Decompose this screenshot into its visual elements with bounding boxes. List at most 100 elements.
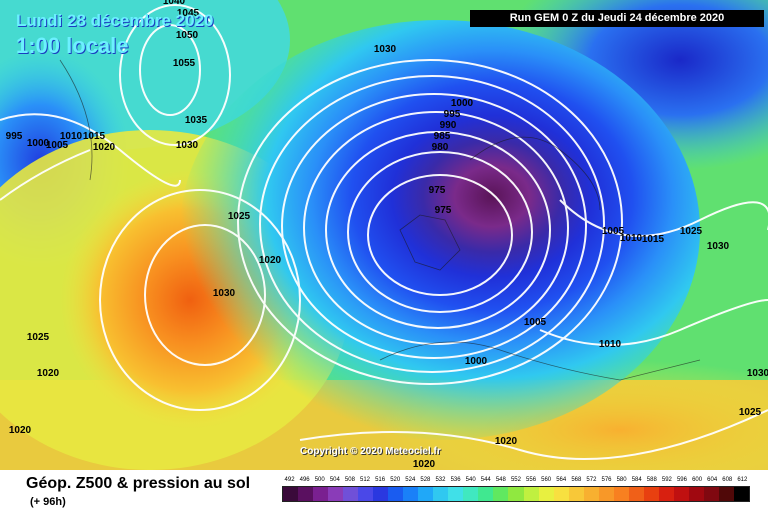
scale-label: 492: [284, 477, 295, 483]
scale-label: 556: [526, 477, 537, 483]
scale-label: 588: [646, 477, 657, 483]
scale-swatch: [613, 487, 629, 501]
scale-swatch: [553, 487, 569, 501]
scale-label: 596: [676, 477, 687, 483]
scale-swatch: [388, 487, 404, 501]
scale-label: 612: [737, 477, 748, 483]
scale-label: 584: [631, 477, 642, 483]
scale-label: 516: [375, 477, 386, 483]
scale-label: 572: [586, 477, 597, 483]
isobar-label: 995: [444, 109, 461, 120]
scale-labels: 492 496 500 504 508 512 516 520 524 528 532 536 540 5…: [282, 474, 750, 486]
scale-label: 600: [692, 477, 703, 483]
isobar-label: 975: [435, 205, 452, 216]
isobar-label: 1020: [259, 255, 282, 266]
isobar-label: 1030: [213, 288, 236, 299]
isobar-label: 1000: [465, 356, 488, 367]
isobar-label: 975: [429, 185, 446, 196]
scale-swatch: [478, 487, 494, 501]
scale-label: 512: [360, 477, 371, 483]
scale-label: 508: [344, 477, 355, 483]
scale-label: 540: [465, 477, 476, 483]
isobar-label: 1000: [451, 98, 474, 109]
scale-swatch: [493, 487, 509, 501]
scale-swatch: [418, 487, 434, 501]
isobar-label: 1050: [176, 30, 199, 41]
scale-swatch: [538, 487, 554, 501]
isobar-label: 1010: [60, 131, 83, 142]
lead-time: (+ 96h): [30, 496, 66, 508]
isobar-label: 1020: [9, 425, 32, 436]
scale-swatch: [658, 487, 674, 501]
isobar-label: 1015: [642, 234, 665, 245]
isobar-label: 985: [434, 131, 451, 142]
scale-label: 544: [480, 477, 491, 483]
isobar-labels: 1040104510501055103510301030995100010051…: [6, 0, 768, 470]
scale-label: 568: [571, 477, 582, 483]
scale-label: 500: [314, 477, 325, 483]
isobar-label: 1055: [173, 58, 196, 69]
scale-label: 504: [329, 477, 340, 483]
scale-swatch: [283, 487, 299, 501]
isobar-label: 995: [6, 131, 23, 142]
weather-map: 1040 1045 1050 1055 1035 1030 1030 995 1000 1005 1…: [0, 0, 768, 470]
isobar-label: 1005: [524, 317, 547, 328]
isobar-label: 1020: [93, 142, 116, 153]
scale-label: 532: [435, 477, 446, 483]
isobar-label: 1025: [680, 226, 703, 237]
scale-label: 552: [510, 477, 521, 483]
isobar-label: 990: [440, 120, 457, 131]
scale-swatch: [358, 487, 374, 501]
scale-swatch: [298, 487, 314, 501]
isobar-label: 1030: [747, 368, 768, 379]
isobar-label: 1035: [185, 115, 208, 126]
scale-swatch: [523, 487, 539, 501]
scale-label: 496: [299, 477, 310, 483]
scale-swatch: [598, 487, 614, 501]
isobar-label: 1030: [707, 241, 730, 252]
isobar-label: 1030: [176, 140, 199, 151]
scale-swatch: [673, 487, 689, 501]
scale-swatch: [688, 487, 704, 501]
scale-swatch: [448, 487, 464, 501]
scale-label: 536: [450, 477, 461, 483]
scale-swatch: [568, 487, 584, 501]
map-title: Géop. Z500 & pression au sol: [26, 475, 251, 492]
scale-swatch: [463, 487, 479, 501]
isobar-label: 1025: [739, 407, 762, 418]
scale-label: 548: [495, 477, 506, 483]
scale-label: 520: [390, 477, 401, 483]
isobar-label: 1005: [602, 226, 625, 237]
scale-swatch: [508, 487, 524, 501]
isobar-label: 1020: [37, 368, 60, 379]
scale-label: 608: [722, 477, 733, 483]
scale-swatch: [583, 487, 599, 501]
run-info: Run GEM 0 Z du Jeudi 24 décembre 2020: [470, 10, 764, 27]
scale-swatch: [373, 487, 389, 501]
isobar-label: 1045: [177, 8, 200, 19]
valid-date: Lundi 28 décembre 2020: [16, 11, 214, 30]
valid-time: 1:00 locale: [16, 33, 129, 58]
scale-swatch: [403, 487, 419, 501]
scale-swatch: [733, 487, 749, 501]
scale-swatch: [343, 487, 359, 501]
isobar-label: 1015: [83, 131, 106, 142]
scale-swatch: [313, 487, 329, 501]
scale-label: 592: [661, 477, 672, 483]
isobar-label: 1020: [413, 459, 436, 470]
isobar-label: 1005: [46, 140, 69, 151]
scale-label: 528: [420, 477, 431, 483]
scale-label: 560: [541, 477, 552, 483]
scale-swatch: [328, 487, 344, 501]
scale-swatch: [628, 487, 644, 501]
scale-label: 564: [556, 477, 567, 483]
isobar-label: 1025: [27, 332, 50, 343]
scale-label: 604: [707, 477, 718, 483]
scale-swatches: [282, 486, 750, 502]
isobar-label: 1030: [374, 44, 397, 55]
scale-swatch: [703, 487, 719, 501]
isobar-label: 980: [432, 142, 449, 153]
isobar-label: 1025: [228, 211, 251, 222]
isobar-label: 1020: [495, 436, 518, 447]
isobar-label: 1000: [27, 138, 50, 149]
